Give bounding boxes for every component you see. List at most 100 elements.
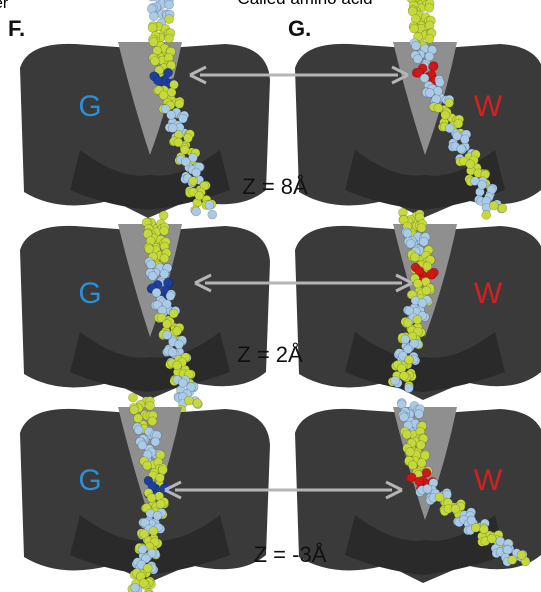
atom (405, 447, 414, 456)
atom (460, 135, 469, 144)
fragment: er (0, 0, 9, 12)
atom (167, 88, 176, 97)
atom (165, 0, 174, 9)
atom (441, 111, 450, 120)
atom (434, 104, 443, 113)
atom (454, 119, 463, 128)
residue-label: W (474, 90, 503, 123)
atom (193, 399, 202, 408)
atom (148, 272, 157, 281)
atom (433, 87, 442, 96)
atom (146, 401, 155, 410)
atom (416, 441, 425, 450)
atom (169, 309, 178, 318)
row: GWZ = 2Å (20, 208, 541, 414)
atom (138, 545, 147, 554)
atom (156, 500, 165, 509)
atom (160, 226, 169, 235)
atom (445, 124, 454, 133)
atom (508, 555, 517, 564)
atom (489, 201, 498, 210)
atom (420, 74, 429, 83)
atom (402, 430, 411, 439)
atom (189, 177, 198, 186)
atom (178, 378, 187, 387)
atom (165, 15, 174, 24)
atom (150, 57, 159, 66)
atom (428, 63, 437, 72)
atom (435, 493, 444, 502)
row: G W Z = -3Å (20, 393, 541, 592)
atom (401, 335, 410, 344)
atom (425, 34, 434, 43)
atom (149, 38, 158, 47)
atom (148, 23, 157, 32)
z-label: Z = -3Å (254, 542, 327, 567)
atom (406, 239, 415, 248)
atom (184, 134, 193, 143)
residue-label: W (474, 277, 503, 310)
atom (457, 144, 466, 153)
atom (138, 441, 147, 450)
atom (153, 511, 162, 520)
atom (417, 223, 426, 232)
atom (478, 180, 487, 189)
atom (175, 99, 184, 108)
atom (160, 254, 169, 263)
residue-label: G (78, 90, 101, 123)
atom (423, 484, 432, 493)
atom (451, 504, 460, 513)
atom (165, 34, 174, 43)
atom (146, 260, 155, 269)
atom (147, 493, 156, 502)
atom (158, 466, 167, 475)
atom (411, 41, 420, 50)
atom (152, 288, 161, 297)
atom (399, 413, 408, 422)
atom (422, 468, 431, 477)
atom (181, 157, 190, 166)
atom (159, 91, 168, 100)
residue-label: W (474, 464, 503, 497)
atom (487, 534, 496, 543)
panel-label: G. (288, 16, 311, 41)
atom (168, 348, 177, 357)
atom (413, 279, 422, 288)
atom (179, 114, 188, 123)
atom (164, 68, 173, 77)
atom (482, 210, 491, 219)
atom (496, 537, 505, 546)
atom (160, 269, 169, 278)
left-structure (20, 42, 270, 218)
atom (425, 52, 434, 61)
atom (155, 473, 164, 482)
atom (498, 204, 507, 213)
atom (410, 24, 419, 33)
atom (419, 237, 428, 246)
residue-label: G (78, 464, 101, 497)
atom (134, 426, 143, 435)
atom (173, 361, 182, 370)
atom (404, 384, 413, 393)
atom (205, 201, 214, 210)
panel-label: F. (8, 16, 25, 41)
atom (149, 12, 158, 21)
atom (167, 110, 176, 119)
atom (166, 292, 175, 301)
atom (180, 145, 189, 154)
atom (435, 78, 444, 87)
atom (159, 211, 168, 220)
atom (151, 437, 160, 446)
atom (400, 371, 409, 380)
atom (208, 210, 217, 219)
atom (466, 160, 475, 169)
atom (143, 461, 152, 470)
atom (128, 393, 137, 402)
atom (445, 98, 454, 107)
atom (471, 523, 480, 532)
figure: er Called amino acid F. G. GWZ = 8ÅGWZ =… (0, 0, 541, 592)
atom (413, 55, 422, 64)
atom (149, 527, 158, 536)
row: GWZ = 8Å (20, 0, 541, 219)
atom (417, 458, 426, 467)
